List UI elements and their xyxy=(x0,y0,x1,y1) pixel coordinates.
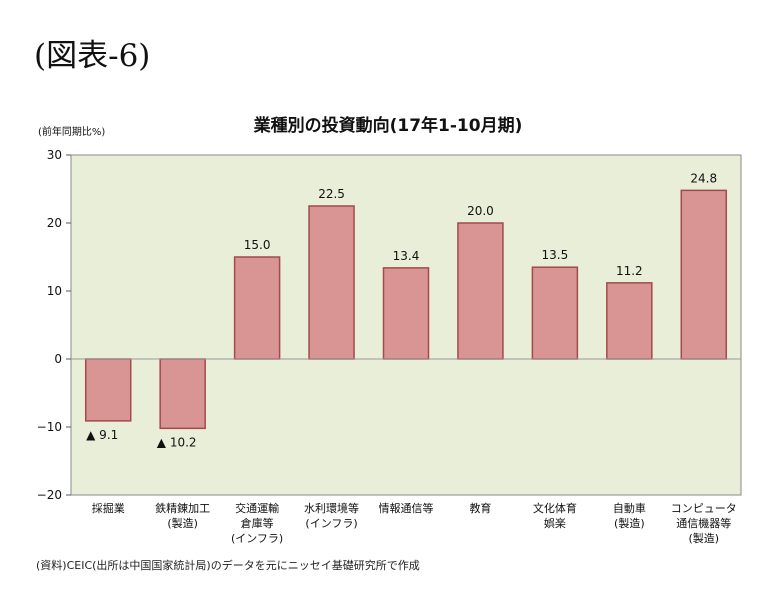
data-label: 22.5 xyxy=(318,187,345,201)
category-label: 採掘業 xyxy=(92,501,125,515)
unit-label: (前年同期比%) xyxy=(38,125,105,138)
category-labels: 採掘業 鉄精錬加工(製造) 交通運輸倉庫等(インフラ) 水利環境等(インフラ) 情報通信… xyxy=(92,501,737,545)
figure-label: (図表-6) xyxy=(34,38,151,74)
category-label: 鉄精錬加工(製造) xyxy=(155,501,210,530)
data-label: 13.5 xyxy=(542,248,569,262)
bar xyxy=(680,189,728,360)
source-note: (資料)CEIC(出所は中国国家統計局)のデータを元にニッセイ基礎研究所で作成 xyxy=(36,558,420,572)
data-label: 13.4 xyxy=(393,249,420,263)
category-label: 文化体育娯楽 xyxy=(533,501,577,530)
data-label: ▲ 10.2 xyxy=(157,435,197,449)
bar xyxy=(308,205,355,360)
y-tick-label: 20 xyxy=(47,216,62,230)
y-axis: 30 20 10 0 −10 −20 xyxy=(37,148,71,502)
bar xyxy=(606,282,653,360)
chart-title: 業種別の投資動向(17年1-10月期) xyxy=(254,115,523,136)
category-label: 自動車(製造) xyxy=(613,501,646,530)
category-label: コンピュータ通信機器等(製造) xyxy=(671,502,737,545)
data-labels: ▲ 9.1 ▲ 10.2 15.0 22.5 13.4 20.0 13.5 11.2 24.8 xyxy=(86,171,717,449)
data-label: 11.2 xyxy=(616,264,643,278)
bar xyxy=(382,267,430,360)
bar xyxy=(233,256,281,360)
y-tick-label: −20 xyxy=(37,488,62,502)
category-label: 教育 xyxy=(469,501,491,515)
category-label: 水利環境等(インフラ) xyxy=(304,501,359,530)
data-label: 20.0 xyxy=(467,204,494,218)
y-tick-label: 30 xyxy=(47,148,62,162)
y-tick-label: 10 xyxy=(47,284,62,298)
category-label: 交通運輸倉庫等(インフラ) xyxy=(231,501,283,545)
data-label: 24.8 xyxy=(690,171,717,185)
y-tick-label: −10 xyxy=(37,420,62,434)
data-label: ▲ 9.1 xyxy=(86,428,118,442)
data-label: 15.0 xyxy=(244,238,271,252)
bar xyxy=(457,222,504,360)
bar xyxy=(84,358,132,422)
bar xyxy=(159,358,206,430)
category-label: 情報通信等 xyxy=(379,501,434,515)
y-tick-label: 0 xyxy=(54,352,62,366)
bar xyxy=(531,266,579,360)
bars xyxy=(84,189,728,430)
